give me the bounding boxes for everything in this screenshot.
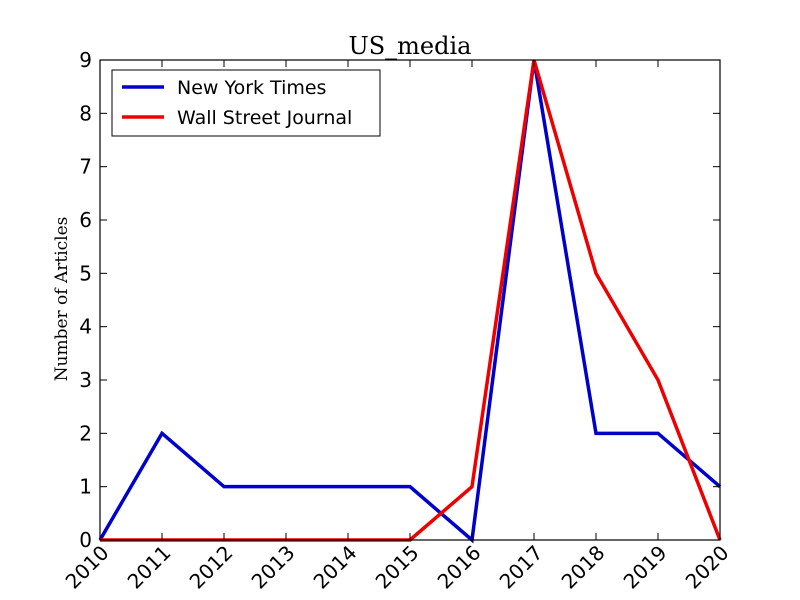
y-tick-label: 9 <box>79 48 92 72</box>
y-tick-label: 8 <box>79 101 92 125</box>
y-tick-label: 4 <box>79 315 92 339</box>
y-tick-label: 2 <box>79 421 92 445</box>
x-tick-label: 2012 <box>185 541 238 594</box>
x-tick-label: 2013 <box>247 541 300 594</box>
legend-label-1: Wall Street Journal <box>177 107 352 129</box>
y-axis-label: Number of Articles <box>52 217 72 382</box>
x-tick-label: 2020 <box>681 541 734 594</box>
y-tick-label: 6 <box>79 208 92 232</box>
legend-box <box>111 69 381 137</box>
y-tick-label: 0 <box>79 528 92 552</box>
legend: New York Times Wall Street Journal <box>111 69 381 137</box>
x-tick-label: 2015 <box>371 541 424 594</box>
y-tick-label: 1 <box>79 475 92 499</box>
legend-label-0: New York Times <box>177 77 326 99</box>
x-tick-label: 2016 <box>433 541 486 594</box>
y-tick-label: 5 <box>79 261 92 285</box>
chart-title: US_media <box>349 32 472 60</box>
x-tick-label: 2019 <box>619 541 672 594</box>
x-tick-label: 2017 <box>495 541 548 594</box>
x-tick-label: 2011 <box>123 541 176 594</box>
y-tick-label: 7 <box>79 155 92 179</box>
y-tick-label: 3 <box>79 368 92 392</box>
series-line-0 <box>98 59 722 544</box>
x-tick-label: 2018 <box>557 541 610 594</box>
x-tick-label: 2014 <box>309 541 362 594</box>
